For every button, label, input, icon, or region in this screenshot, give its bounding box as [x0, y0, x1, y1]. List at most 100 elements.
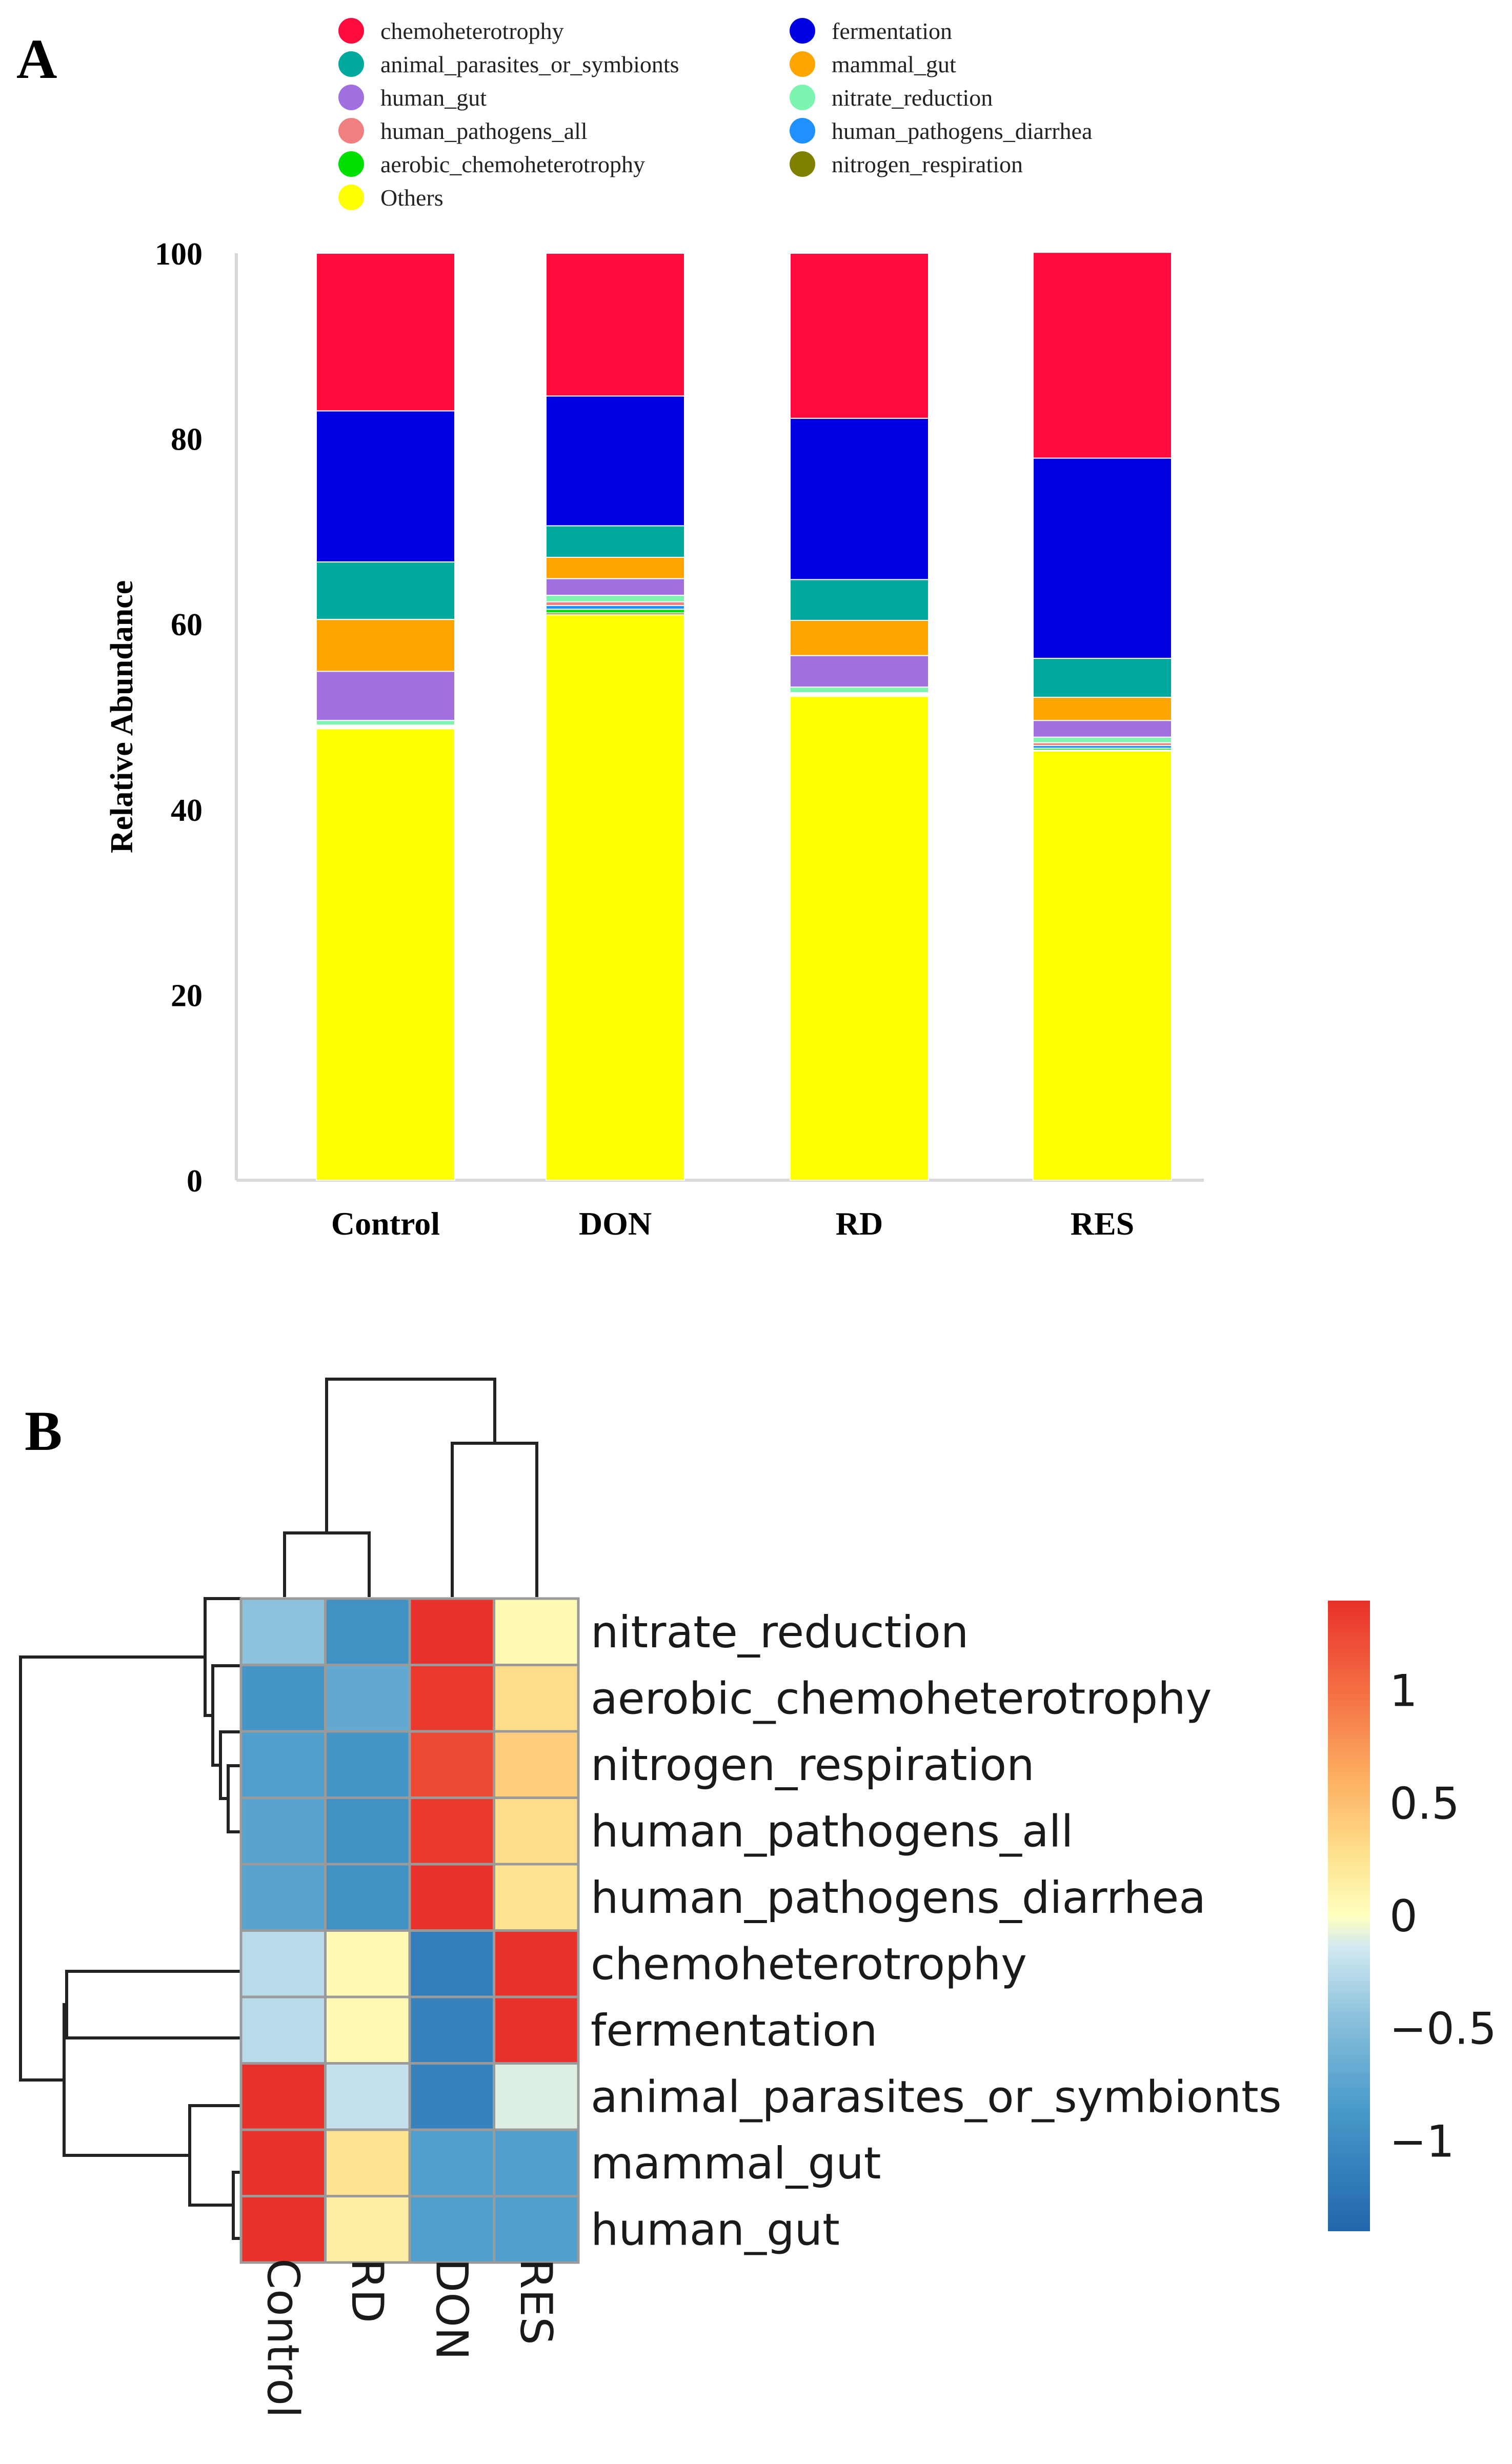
bar-segment-res-others: [1033, 750, 1172, 1181]
legend-marker-fermentation: [790, 18, 815, 44]
legend-marker-nitrogen-respiration: [790, 151, 815, 177]
heatmap-cell-animal-parasites-or-symbionts-res: [493, 2062, 580, 2131]
legend-marker-human-gut: [338, 85, 364, 110]
column-labels: Control RD DON RES: [257, 2258, 561, 2418]
y-tick-label-80: 80: [171, 422, 203, 457]
heatmap-cell-aerobic-chemoheterotrophy-res: [493, 1664, 580, 1733]
legend-label-mammal-gut: mammal_gut: [832, 51, 956, 77]
heatmap-cells: [239, 1597, 580, 2264]
row-labels: nitrate_reduction aerobic_chemoheterotrop…: [591, 1607, 1282, 2256]
heatmap-cell-nitrate-reduction-rd: [324, 1597, 411, 1666]
legend-marker-aerobic-chemoheterotrophy: [338, 151, 364, 177]
y-tick-label-20: 20: [171, 978, 203, 1013]
heatmap-cell-nitrate-reduction-control: [239, 1597, 327, 1666]
bar-segment-don-chemoheterotrophy: [546, 253, 685, 397]
heatmap-cell-human-gut-don: [408, 2195, 495, 2264]
colorbar-tick-label-0: 0: [1389, 1891, 1418, 1942]
heatmap-cell-human-pathogens-diarrhea-res: [493, 1863, 580, 1932]
legend-marker-mammal-gut: [790, 51, 815, 77]
bar-segment-control-nitrate-reduction: [316, 720, 455, 726]
x-tick-label-res: RES: [1071, 1205, 1135, 1242]
x-tick-labels: Control DON RD RES: [331, 1205, 1134, 1242]
column-dendrogram-root: [325, 1378, 496, 1533]
legend-marker-others: [338, 185, 364, 210]
legend-label-human-gut: human_gut: [380, 85, 487, 111]
y-tick-label-60: 60: [171, 608, 203, 642]
plot-area: 0 20 40 60 80 100 Control DON RD RES Relative Ab…: [105, 237, 1204, 1242]
heatmap-cell-nitrogen-respiration-rd: [324, 1730, 411, 1799]
heatmap-cell-human-pathogens-diarrhea-control: [239, 1863, 327, 1932]
heatmap-cell-fermentation-don: [408, 1995, 495, 2065]
row-label-nitrate-reduction: nitrate_reduction: [591, 1607, 969, 1658]
panel-a-label: A: [16, 28, 57, 90]
legend-label-chemoheterotrophy: chemoheterotrophy: [380, 18, 564, 44]
heatmap-cell-human-pathogens-all-rd: [324, 1796, 411, 1866]
colorbar-tick-label-0-5: −0.5: [1389, 2004, 1497, 2055]
legend-label-nitrogen-respiration: nitrogen_respiration: [832, 151, 1023, 177]
heatmap-cell-nitrate-reduction-res: [493, 1597, 580, 1666]
bar-segment-res-chemoheterotrophy: [1033, 252, 1172, 459]
x-tick-label-don: DON: [579, 1205, 652, 1242]
bar-segment-rd-mammal-gut: [790, 619, 929, 656]
legend-label-nitrate-reduction: nitrate_reduction: [832, 85, 993, 111]
heatmap-cell-aerobic-chemoheterotrophy-rd: [324, 1664, 411, 1733]
row-dendrogram: [19, 1597, 241, 2240]
bar-segment-don-human-pathogens-diarrhea: [546, 605, 685, 610]
row-dendrogram-root: [19, 1655, 205, 2082]
legend-marker-human-pathogens-diarrhea: [790, 118, 815, 144]
legend-label-others: Others: [380, 185, 443, 211]
heatmap-cell-mammal-gut-control: [239, 2128, 327, 2197]
colorbar-tick-label-1: −1: [1389, 2116, 1455, 2167]
bar-segment-control-human-gut: [316, 671, 455, 721]
heatmap-cell-chemoheterotrophy-control: [239, 1929, 327, 1998]
legend-label-fermentation: fermentation: [832, 18, 952, 44]
heatmap-cell-human-pathogens-all-don: [408, 1796, 495, 1866]
column-label-res: RES: [510, 2258, 561, 2345]
bar-segment-don-others: [546, 614, 685, 1181]
heatmap-cell-chemoheterotrophy-res: [493, 1929, 580, 1998]
row-label-mammal-gut: mammal_gut: [591, 2138, 881, 2189]
row-label-fermentation: fermentation: [591, 2005, 877, 2056]
row-label-animal-parasites-or-symbionts: animal_parasites_or_symbionts: [591, 2071, 1282, 2123]
heatmap-cell-human-gut-res: [493, 2195, 580, 2264]
bar-segment-don-fermentation: [546, 395, 685, 527]
panel-b-heatmap: B nitrate_reduction aerobic_chemoheterotr…: [19, 1378, 1497, 2418]
panel-a-stacked-bar-chart: A chemoheterotrophy fermentation animal_pa…: [16, 18, 1204, 1242]
legend-marker-nitrate-reduction: [790, 85, 815, 110]
bar-segment-control-others: [316, 728, 455, 1181]
colorbar-tick-label-0-5: 0.5: [1389, 1778, 1460, 1829]
heatmap-cell-human-pathogens-all-res: [493, 1796, 580, 1866]
heatmap-cell-nitrogen-respiration-don: [408, 1730, 495, 1799]
row-label-aerobic-chemoheterotrophy: aerobic_chemoheterotrophy: [591, 1673, 1212, 1724]
bar-segment-rd-fermentation: [790, 417, 929, 580]
bar-segment-rd-nitrate-reduction: [790, 686, 929, 693]
heatmap-cell-human-pathogens-diarrhea-rd: [324, 1863, 411, 1932]
row-label-human-gut: human_gut: [591, 2204, 840, 2255]
y-axis-label: Relative Abundance: [105, 580, 139, 853]
x-tick-label-rd: RD: [836, 1205, 883, 1242]
legend-label-human-pathogens-diarrhea: human_pathogens_diarrhea: [832, 118, 1092, 144]
panel-b-label: B: [25, 1400, 62, 1462]
row-label-chemoheterotrophy: chemoheterotrophy: [591, 1938, 1027, 1990]
bar-segment-rd-animal-parasites-or-symbionts: [790, 579, 929, 621]
legend-marker-chemoheterotrophy: [338, 18, 364, 44]
heatmap-cell-chemoheterotrophy-rd: [324, 1929, 411, 1998]
heatmap-cell-human-pathogens-diarrhea-don: [408, 1863, 495, 1932]
heatmap-cell-fermentation-rd: [324, 1995, 411, 2065]
y-tick-label-40: 40: [171, 793, 203, 828]
bar-segment-don-mammal-gut: [546, 557, 685, 579]
row-label-nitrogen-respiration: nitrogen_respiration: [591, 1740, 1035, 1791]
bar-segment-res-nitrate-reduction: [1033, 736, 1172, 743]
bar-segment-control-fermentation: [316, 410, 455, 563]
bar-segment-rd-human-gut: [790, 655, 929, 688]
heatmap-cell-mammal-gut-res: [493, 2128, 580, 2197]
bar-segment-control-chemoheterotrophy: [316, 253, 455, 412]
bar-segment-don-animal-parasites-or-symbionts: [546, 525, 685, 558]
heatmap-cell-aerobic-chemoheterotrophy-control: [239, 1664, 327, 1733]
heatmap-cell-fermentation-control: [239, 1995, 327, 2065]
bar-segment-control-animal-parasites-or-symbionts: [316, 561, 455, 620]
bar-segment-don-nitrate-reduction: [546, 595, 685, 602]
column-label-rd: RD: [341, 2258, 393, 2323]
bars: [316, 252, 1172, 1181]
bar-segment-res-mammal-gut: [1033, 697, 1172, 721]
